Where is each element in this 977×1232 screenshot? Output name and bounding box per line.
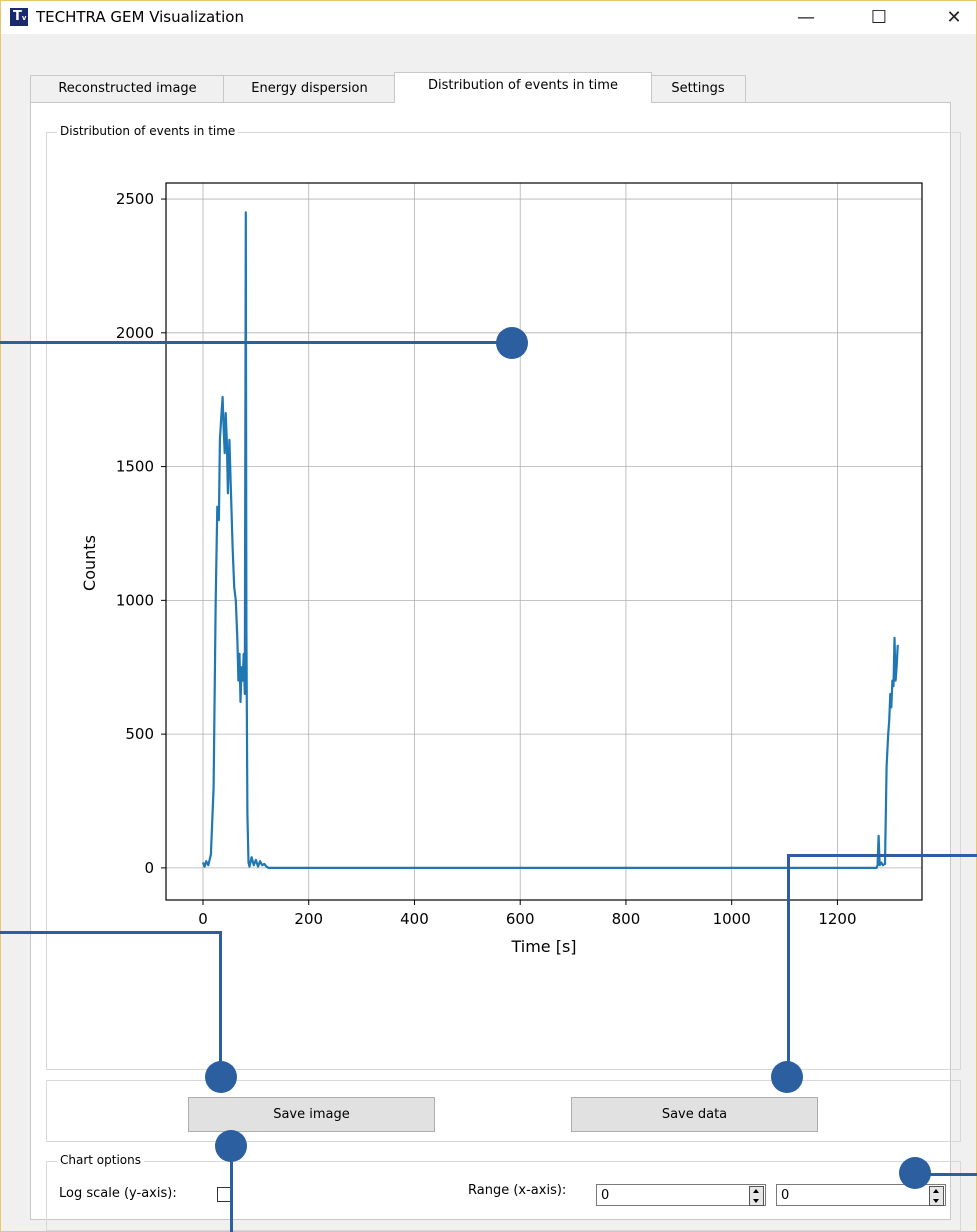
range-max-spinbox[interactable]: 0	[776, 1184, 946, 1206]
maximize-button[interactable]: ☐	[870, 7, 888, 28]
plot-frame	[165, 182, 923, 901]
range-max-spin-arrows-icon[interactable]	[929, 1186, 944, 1206]
annotation-line	[230, 1157, 233, 1232]
log-scale-label: Log scale (y-axis):	[59, 1186, 177, 1201]
y-tick-label: 0	[144, 859, 154, 877]
y-axis-label: Counts	[80, 535, 99, 591]
annotation-line	[787, 854, 977, 857]
annotation-marker	[899, 1157, 931, 1189]
annotation-line	[0, 931, 222, 934]
close-button[interactable]: ✕	[946, 7, 962, 28]
x-tick-label: 200	[294, 910, 323, 928]
tab-energy-dispersion[interactable]: Energy dispersion	[223, 75, 396, 102]
range-min-value: 0	[601, 1188, 610, 1203]
y-tick-label: 1500	[116, 458, 154, 476]
range-min-spin-arrows-icon[interactable]	[749, 1186, 764, 1206]
x-tick-label: 1000	[713, 910, 751, 928]
save-data-button[interactable]: Save data	[571, 1097, 818, 1132]
tab-reconstructed-image[interactable]: Reconstructed image	[30, 75, 225, 102]
title-bar[interactable]: Tv TECHTRA GEM Visualization — ☐ ✕	[1, 1, 976, 34]
window-title: TECHTRA GEM Visualization	[36, 8, 244, 26]
annotation-marker	[205, 1061, 237, 1093]
annotation-line	[219, 931, 222, 1076]
annotation-marker	[771, 1061, 803, 1093]
chart-group-title: Distribution of events in time	[57, 124, 239, 138]
minimize-button[interactable]: —	[797, 7, 815, 28]
save-buttons-group	[46, 1080, 961, 1142]
x-tick-label: 0	[198, 910, 208, 928]
y-tick-label: 2000	[116, 324, 154, 342]
x-tick-label: 800	[612, 910, 641, 928]
annotation-marker	[215, 1130, 247, 1162]
annotation-line	[914, 1173, 977, 1176]
range-max-value: 0	[781, 1188, 790, 1203]
x-tick-label: 1200	[818, 910, 856, 928]
annotation-marker	[496, 327, 528, 359]
series-line	[201, 211, 899, 870]
chart-group: Distribution of events in time	[46, 124, 961, 1070]
range-label: Range (x-axis):	[468, 1183, 567, 1198]
tab-pane: Distribution of events in time 0 200 400 60…	[30, 102, 961, 1231]
y-tick-label: 2500	[116, 190, 154, 208]
time-distribution-chart: 0 200 400 600 800 1000 1200 0 500 1000 1500 2000 250…	[80, 182, 923, 956]
chart-options-title: Chart options	[57, 1153, 144, 1167]
save-image-button[interactable]: Save image	[188, 1097, 435, 1132]
y-tick-label: 1000	[116, 591, 154, 609]
chart-options-group: Chart options	[46, 1153, 961, 1231]
x-tick-label: 600	[506, 910, 535, 928]
x-axis-label: Time [s]	[510, 937, 576, 956]
tab-settings[interactable]: Settings	[650, 75, 746, 102]
annotation-line	[0, 341, 512, 344]
range-min-spinbox[interactable]: 0	[596, 1184, 766, 1206]
annotation-line	[787, 854, 790, 1076]
x-tick-label: 400	[400, 910, 429, 928]
y-tick-label: 500	[125, 725, 154, 743]
tab-distribution-of-events[interactable]: Distribution of events in time	[394, 72, 652, 103]
app-logo-icon: Tv	[10, 8, 28, 26]
